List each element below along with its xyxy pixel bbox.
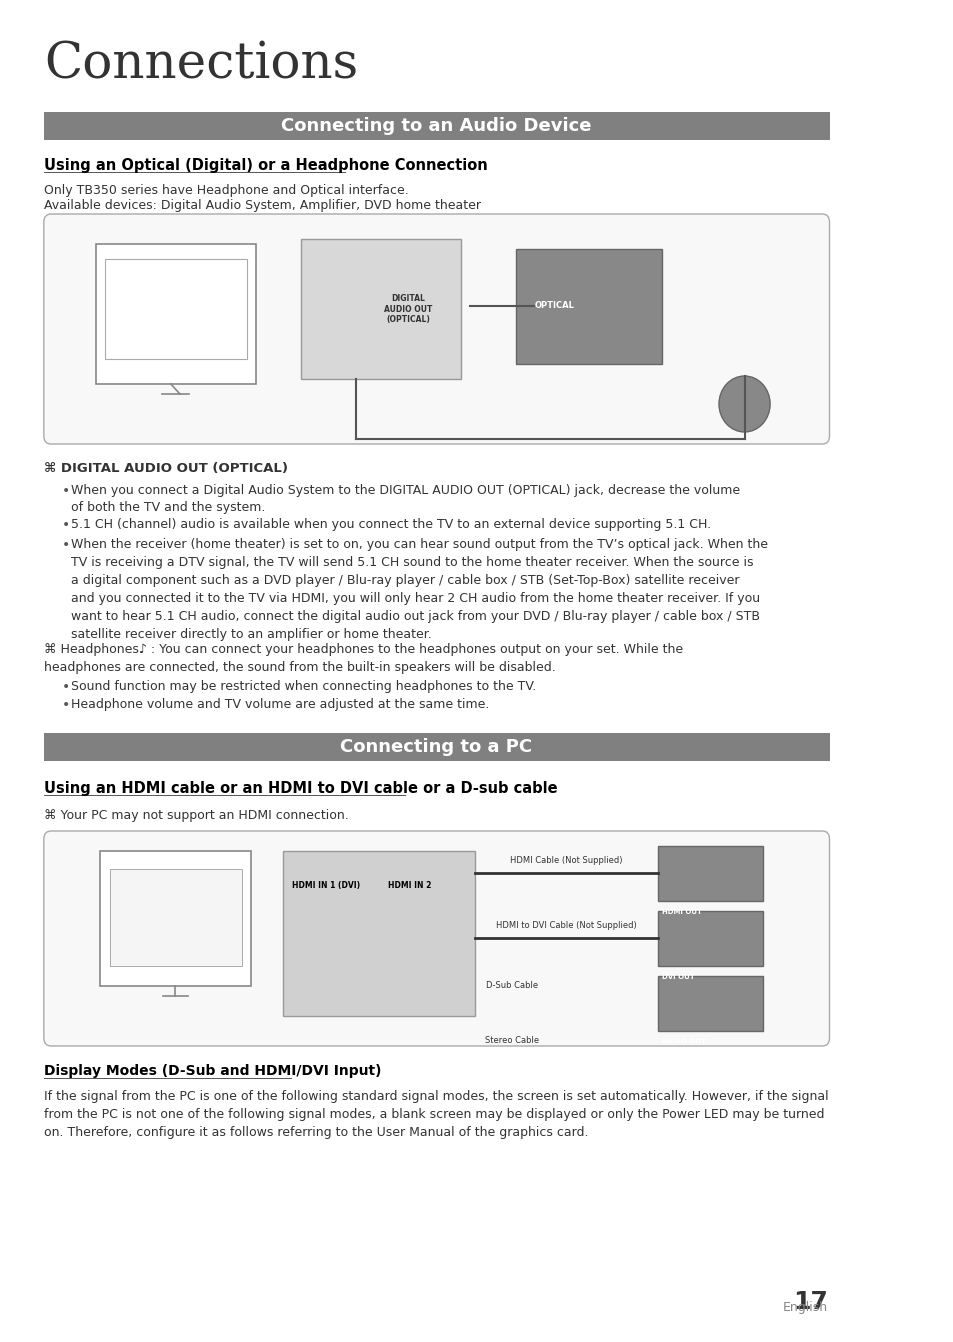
Text: When you connect a Digital Audio System to the DIGITAL AUDIO OUT (OPTICAL) jack,: When you connect a Digital Audio System … — [71, 484, 740, 514]
Text: Using an Optical (Digital) or a Headphone Connection: Using an Optical (Digital) or a Headphon… — [44, 158, 487, 173]
Text: When the receiver (home theater) is set to on, you can hear sound output from th: When the receiver (home theater) is set … — [71, 538, 767, 641]
Text: DVI OUT: DVI OUT — [661, 974, 695, 980]
FancyBboxPatch shape — [44, 213, 828, 444]
Bar — [96, 244, 255, 384]
Text: AUDIO OUT: AUDIO OUT — [661, 1039, 706, 1045]
Text: Stereo Cable: Stereo Cable — [484, 1036, 538, 1045]
Text: HDMI IN 2: HDMI IN 2 — [388, 880, 431, 890]
Bar — [301, 239, 461, 378]
Text: 5.1 CH (channel) audio is available when you connect the TV to an external devic: 5.1 CH (channel) audio is available when… — [71, 518, 711, 531]
Text: •: • — [62, 680, 71, 694]
Text: HDMI IN 1 (DVI): HDMI IN 1 (DVI) — [292, 880, 360, 890]
Text: ⌘ DIGITAL AUDIO OUT (OPTICAL): ⌘ DIGITAL AUDIO OUT (OPTICAL) — [44, 462, 288, 475]
Text: Connecting to a PC: Connecting to a PC — [339, 738, 531, 756]
Text: D-Sub Cable: D-Sub Cable — [485, 981, 537, 990]
Circle shape — [719, 376, 769, 432]
Bar — [657, 976, 762, 1031]
Bar — [657, 845, 762, 900]
Text: Display Modes (D-Sub and HDMI/DVI Input): Display Modes (D-Sub and HDMI/DVI Input) — [44, 1064, 381, 1078]
Bar — [283, 851, 475, 1016]
Text: Headphone volume and TV volume are adjusted at the same time.: Headphone volume and TV volume are adjus… — [71, 698, 489, 711]
Text: •: • — [62, 484, 71, 498]
Text: Available devices: Digital Audio System, Amplifier, DVD home theater: Available devices: Digital Audio System,… — [44, 199, 480, 212]
Text: HDMI to DVI Cable (Not Supplied): HDMI to DVI Cable (Not Supplied) — [496, 921, 636, 930]
Text: Only TB350 series have Headphone and Optical interface.: Only TB350 series have Headphone and Opt… — [44, 184, 408, 197]
Text: HDMI Cable (Not Supplied): HDMI Cable (Not Supplied) — [510, 856, 622, 866]
Text: HDMI OUT: HDMI OUT — [661, 909, 701, 915]
Text: Using an HDMI cable or an HDMI to DVI cable or a D-sub cable: Using an HDMI cable or an HDMI to DVI ca… — [44, 781, 557, 796]
Bar — [657, 911, 762, 966]
Text: ⌘ Your PC may not support an HDMI connection.: ⌘ Your PC may not support an HDMI connec… — [44, 809, 348, 823]
FancyBboxPatch shape — [44, 831, 828, 1045]
Text: English: English — [782, 1300, 827, 1314]
Bar — [44, 111, 828, 140]
Text: Connecting to an Audio Device: Connecting to an Audio Device — [280, 117, 591, 136]
Text: OPTICAL: OPTICAL — [534, 302, 574, 310]
Text: •: • — [62, 538, 71, 552]
Text: Connections: Connections — [44, 40, 357, 90]
Text: •: • — [62, 518, 71, 531]
Bar — [105, 259, 247, 360]
Bar — [516, 250, 661, 364]
Bar — [110, 870, 242, 966]
Text: Sound function may be restricted when connecting headphones to the TV.: Sound function may be restricted when co… — [71, 680, 536, 692]
Bar — [44, 733, 828, 761]
Text: DIGITAL
AUDIO OUT
(OPTICAL): DIGITAL AUDIO OUT (OPTICAL) — [384, 294, 432, 323]
Text: ⌘ Headphones♪ : You can connect your headphones to the headphones output on your: ⌘ Headphones♪ : You can connect your hea… — [44, 643, 682, 674]
Text: •: • — [62, 698, 71, 713]
Bar — [100, 851, 251, 986]
Text: If the signal from the PC is one of the following standard signal modes, the scr: If the signal from the PC is one of the … — [44, 1090, 827, 1139]
Text: 17: 17 — [792, 1290, 827, 1314]
